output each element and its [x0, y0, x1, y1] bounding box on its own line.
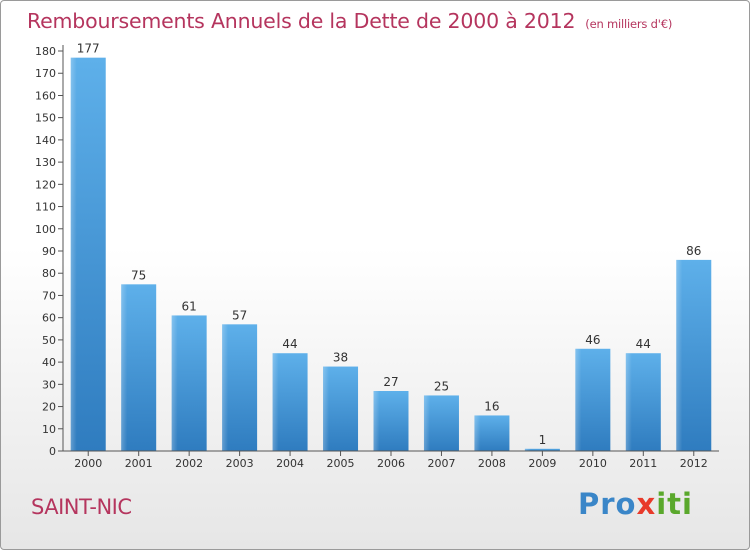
- y-tick-label: 110: [35, 201, 56, 214]
- y-tick-label: 100: [35, 223, 56, 236]
- logo-part-1: Pro: [578, 487, 637, 521]
- bar-2009: [524, 448, 560, 451]
- x-tick-label: 2006: [377, 457, 405, 470]
- y-tick-label: 30: [42, 378, 56, 391]
- commune-name: SAINT-NIC: [31, 495, 132, 519]
- y-tick-label: 10: [42, 423, 56, 436]
- y-tick-label: 80: [42, 267, 56, 280]
- bar-value-label: 1: [539, 433, 547, 447]
- y-tick-label: 160: [35, 89, 56, 102]
- bar-value-label: 44: [282, 337, 297, 351]
- bar-highlight: [575, 348, 582, 451]
- bar-highlight: [524, 448, 531, 451]
- bar-value-label: 57: [232, 308, 247, 322]
- y-tick-label: 130: [35, 156, 56, 169]
- bar-highlight: [323, 366, 330, 451]
- proxiti-logo: Proxiti: [578, 487, 693, 521]
- x-tick-label: 2002: [175, 457, 203, 470]
- bars: 177 75 61 57 44 38 27 25 16 1 46 44 86: [70, 42, 712, 452]
- x-tick-label: 2010: [579, 457, 607, 470]
- x-tick-label: 2009: [528, 457, 556, 470]
- bar-highlight: [676, 259, 683, 451]
- y-tick-label: 150: [35, 112, 56, 125]
- bar-highlight: [272, 353, 279, 451]
- bar-value-label: 75: [131, 268, 146, 282]
- bar-value-label: 25: [434, 379, 449, 393]
- x-tick-label: 2008: [478, 457, 506, 470]
- y-tick-label: 120: [35, 178, 56, 191]
- x-tick-label: 2004: [276, 457, 304, 470]
- y-tick-label: 50: [42, 334, 56, 347]
- x-tick-label: 2001: [125, 457, 153, 470]
- bar-value-label: 38: [333, 351, 348, 365]
- bar-highlight: [373, 391, 380, 451]
- bar-highlight: [625, 353, 632, 451]
- x-tick-label: 2005: [327, 457, 355, 470]
- bar-value-label: 177: [77, 42, 100, 56]
- logo-part-2: x: [636, 487, 657, 521]
- x-tick-label: 2007: [427, 457, 455, 470]
- x-tick-label: 2011: [629, 457, 657, 470]
- y-tick-label: 170: [35, 67, 56, 80]
- bar-highlight: [423, 395, 430, 451]
- bar-highlight: [171, 315, 178, 451]
- bar-value-label: 16: [484, 399, 499, 413]
- bar-value-label: 86: [686, 244, 701, 258]
- x-tick-label: 2012: [680, 457, 708, 470]
- y-tick-label: 70: [42, 289, 56, 302]
- y-tick-label: 20: [42, 401, 56, 414]
- bar-value-label: 27: [383, 375, 398, 389]
- chart-unit: (en milliers d'€): [585, 17, 673, 31]
- y-axis: 0 10 20 30 40 50 60 70 80 90 100 110 120 130 140 150 160…: [35, 45, 64, 458]
- x-tick-label: 2003: [226, 457, 254, 470]
- logo-part-3: iti: [656, 487, 693, 521]
- y-tick-label: 90: [42, 245, 56, 258]
- y-tick-label: 180: [35, 45, 56, 58]
- y-tick-label: 0: [49, 445, 56, 458]
- x-tick-label: 2000: [74, 457, 102, 470]
- y-tick-label: 60: [42, 312, 56, 325]
- y-tick-label: 40: [42, 356, 56, 369]
- bar-value-label: 46: [585, 333, 600, 347]
- chart-title: Remboursements Annuels de la Dette de 20…: [27, 9, 672, 33]
- bar-highlight: [222, 324, 229, 451]
- bar-highlight: [70, 57, 77, 452]
- bar-value-label: 61: [182, 299, 197, 313]
- bar-value-label: 44: [636, 337, 651, 351]
- chart-title-text: Remboursements Annuels de la Dette de 20…: [27, 9, 576, 33]
- y-tick-label: 140: [35, 134, 56, 147]
- x-axis: 2000 2001 2002 2003 2004 2005 2006 2007 2008 2009…: [63, 450, 719, 470]
- bar-highlight: [121, 284, 128, 451]
- bar-highlight: [474, 415, 481, 451]
